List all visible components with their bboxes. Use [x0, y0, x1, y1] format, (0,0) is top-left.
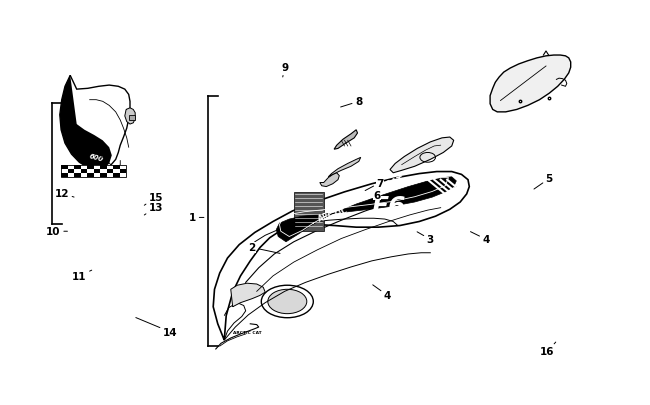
Text: 5: 5 [534, 174, 553, 190]
Bar [68, 169, 74, 173]
Bar [61, 169, 68, 173]
Text: 2: 2 [248, 243, 280, 254]
Bar [87, 165, 94, 169]
Bar [81, 173, 87, 177]
Text: 11: 11 [72, 271, 92, 281]
Bar [87, 173, 94, 177]
Bar [87, 169, 94, 173]
Text: 3: 3 [417, 232, 434, 245]
Bar [100, 173, 107, 177]
Bar [100, 169, 107, 173]
Bar [81, 169, 87, 173]
PathPatch shape [60, 76, 130, 170]
Text: 009: 009 [70, 88, 83, 106]
Text: 600: 600 [88, 152, 104, 162]
Bar [120, 165, 126, 169]
Bar [94, 173, 100, 177]
PathPatch shape [334, 130, 358, 150]
Text: 15: 15 [144, 193, 163, 206]
Bar [107, 169, 113, 173]
Bar [129, 116, 135, 121]
Bar [68, 165, 74, 169]
Text: 16: 16 [540, 342, 556, 356]
PathPatch shape [328, 158, 361, 177]
Text: 9: 9 [281, 63, 288, 78]
Bar [94, 169, 100, 173]
Bar [74, 169, 81, 173]
PathPatch shape [125, 109, 135, 125]
Text: 6: 6 [366, 190, 381, 203]
Polygon shape [276, 177, 456, 242]
Text: ARCTIC CAT: ARCTIC CAT [233, 330, 261, 334]
Bar [100, 165, 107, 169]
Text: ARCTIC: ARCTIC [317, 205, 349, 223]
Bar [113, 165, 120, 169]
Bar [120, 169, 126, 173]
Text: 14: 14 [136, 318, 177, 337]
Text: 10: 10 [46, 227, 68, 237]
Bar [74, 173, 81, 177]
Polygon shape [294, 193, 324, 232]
Text: 13: 13 [144, 202, 163, 215]
Bar [113, 173, 120, 177]
Bar [61, 165, 68, 169]
Bar [94, 165, 100, 169]
Polygon shape [60, 76, 112, 170]
Bar [68, 173, 74, 177]
Bar [107, 173, 113, 177]
Circle shape [268, 290, 307, 314]
Bar [113, 169, 120, 173]
Text: 4: 4 [372, 285, 391, 301]
Text: 7: 7 [365, 178, 384, 191]
Text: F6: F6 [371, 194, 406, 219]
PathPatch shape [231, 284, 265, 307]
Text: 1: 1 [188, 213, 204, 223]
Text: ARCTIC CAT: ARCTIC CAT [346, 175, 405, 204]
Text: 12: 12 [55, 189, 74, 198]
Text: 8: 8 [341, 97, 363, 108]
Bar [107, 165, 113, 169]
PathPatch shape [390, 138, 454, 173]
PathPatch shape [320, 173, 339, 187]
Bar [120, 173, 126, 177]
Bar [61, 165, 126, 177]
Text: 4: 4 [471, 232, 490, 245]
Bar [81, 165, 87, 169]
Bar [61, 173, 68, 177]
PathPatch shape [490, 56, 571, 113]
Bar [74, 165, 81, 169]
